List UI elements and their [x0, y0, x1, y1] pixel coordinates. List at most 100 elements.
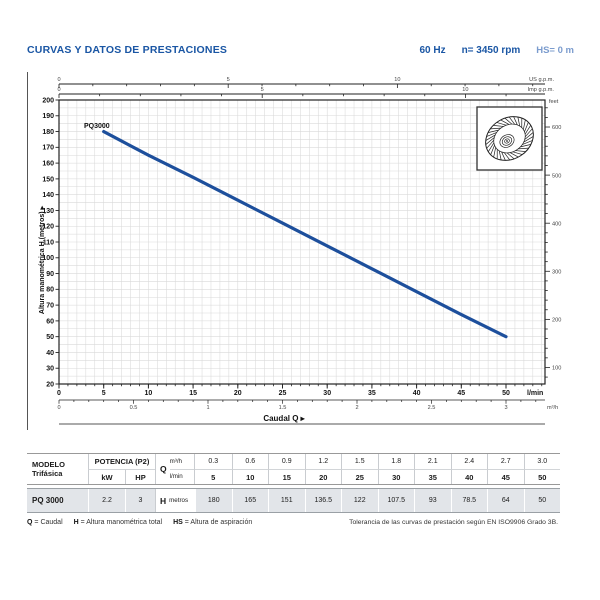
speed-label: n= 3450 rpm	[461, 45, 521, 56]
q-m3h-value: 3.0	[523, 454, 561, 469]
q-m3h-value: 0.6	[231, 454, 269, 469]
column-header-kw: kW	[88, 469, 125, 484]
svg-text:m³/h: m³/h	[547, 405, 558, 411]
svg-text:50: 50	[502, 390, 510, 397]
svg-text:5: 5	[261, 87, 264, 93]
h-value: 93	[414, 489, 451, 512]
svg-text:0.5: 0.5	[130, 405, 138, 411]
h-value: 78.5	[450, 489, 487, 512]
h-value: 180	[195, 489, 232, 512]
svg-text:20: 20	[234, 390, 242, 397]
svg-text:PQ3000: PQ3000	[84, 123, 110, 130]
h-unit: metros	[169, 497, 189, 504]
legend-q: Q = Caudal	[27, 519, 63, 526]
page-title: CURVAS Y DATOS DE PRESTACIONES	[27, 44, 228, 56]
svg-text:15: 15	[189, 390, 197, 397]
q-lmin-value: 40	[450, 469, 487, 484]
svg-text:45: 45	[457, 390, 465, 397]
column-header-hp: HP	[125, 469, 155, 484]
suction-head-label: HS= 0 m	[536, 45, 574, 56]
svg-text:2: 2	[355, 405, 358, 411]
svg-text:35: 35	[368, 390, 376, 397]
q-lmin-value: 45	[487, 469, 524, 484]
svg-text:170: 170	[42, 145, 54, 152]
svg-text:160: 160	[42, 161, 54, 168]
h-value: 50	[523, 489, 560, 512]
q-lmin-value: 50	[523, 469, 560, 484]
svg-text:feet: feet	[549, 99, 559, 105]
q-m3h-value: 1.5	[341, 454, 378, 469]
svg-text:20: 20	[46, 381, 54, 388]
svg-text:1: 1	[206, 405, 209, 411]
page-footer: Q = Caudal H = Altura manométrica total …	[27, 519, 558, 526]
q-unit-lmin: l/min	[169, 468, 194, 485]
h-value: 136.5	[304, 489, 341, 512]
column-header-modelo: MODELO Trifásica	[27, 454, 88, 484]
svg-text:Altura manométrica H (metros): Altura manométrica H (metros) ▸	[39, 205, 46, 314]
q-unit-m3h: m³/h	[169, 457, 182, 465]
y-axis-metros: 20 30 40 50 60 70 80 90 100 110 120 130 140 150 160 170…	[42, 97, 59, 388]
feet-axis: 100 200 300 400 500 600 feet	[545, 99, 561, 378]
svg-text:80: 80	[46, 287, 54, 294]
us-gpm-axis: 0 5 10 US g.p.m.	[57, 77, 554, 88]
column-header-potencia: POTENCIA (P2)	[88, 454, 155, 469]
svg-text:0: 0	[57, 405, 60, 411]
svg-text:1.5: 1.5	[279, 405, 287, 411]
q-lmin-value: 5	[195, 469, 232, 484]
modelo-label: MODELO	[32, 459, 65, 469]
svg-text:600: 600	[552, 125, 561, 131]
q-lmin-value: 20	[304, 469, 341, 484]
q-lmin-value: 15	[268, 469, 305, 484]
svg-text:300: 300	[552, 269, 561, 275]
svg-text:500: 500	[552, 173, 561, 179]
q-m3h-value: 0.3	[208, 458, 219, 465]
footer-legend: Q = Caudal H = Altura manométrica total …	[27, 519, 261, 526]
trifasica-label: Trifásica	[32, 468, 63, 478]
svg-text:0: 0	[57, 87, 60, 93]
svg-text:90: 90	[46, 271, 54, 278]
svg-text:5: 5	[227, 77, 230, 83]
svg-text:Caudal Q ▸: Caudal Q ▸	[263, 414, 305, 423]
svg-text:5: 5	[102, 390, 106, 397]
svg-text:100: 100	[552, 366, 561, 372]
svg-text:0: 0	[57, 77, 60, 83]
svg-text:3: 3	[504, 405, 507, 411]
grid	[59, 100, 545, 384]
svg-text:200: 200	[552, 318, 561, 324]
y-axis-title: Altura manométrica H (metros) ▸	[39, 205, 46, 314]
h-value: 165	[231, 489, 268, 512]
q-m3h-value: 1.8	[377, 454, 415, 469]
q-lmin-value: 25	[341, 469, 378, 484]
x-axis-lmin: 0 5 10 15 20 25 30 35 40 45 50 l/min	[57, 384, 543, 397]
q-label: Q	[160, 464, 167, 474]
pump-curve	[102, 129, 508, 339]
q-lmin-value: 10	[231, 469, 268, 484]
svg-text:10: 10	[462, 87, 468, 93]
page-header: CURVAS Y DATOS DE PRESTACIONES 60 Hz n= …	[27, 44, 574, 56]
tolerance-note: Tolerancia de las curvas de prestación s…	[349, 519, 558, 526]
svg-text:140: 140	[42, 192, 54, 199]
svg-text:Imp g.p.m.: Imp g.p.m.	[528, 87, 555, 93]
svg-text:100: 100	[42, 255, 54, 262]
q-m3h-value: 2.4	[450, 454, 488, 469]
q-m3h-value: 2.1	[414, 454, 451, 469]
h-value: 151	[268, 489, 305, 512]
x-axis-title: Caudal Q ▸	[59, 414, 545, 425]
x-axis-m3h: 0 0.5 1 1.5 2 2.5 3 m³/h	[57, 399, 558, 411]
hp-value: 3	[125, 489, 155, 512]
svg-text:120: 120	[42, 224, 54, 231]
svg-text:30: 30	[323, 390, 331, 397]
svg-text:150: 150	[42, 176, 54, 183]
svg-text:60: 60	[46, 318, 54, 325]
h-value: 122	[341, 489, 378, 512]
imp-gpm-axis: 0 5 10 Imp g.p.m.	[57, 87, 554, 98]
svg-text:US g.p.m.: US g.p.m.	[529, 77, 554, 83]
svg-text:130: 130	[42, 208, 54, 215]
svg-text:180: 180	[42, 129, 54, 136]
